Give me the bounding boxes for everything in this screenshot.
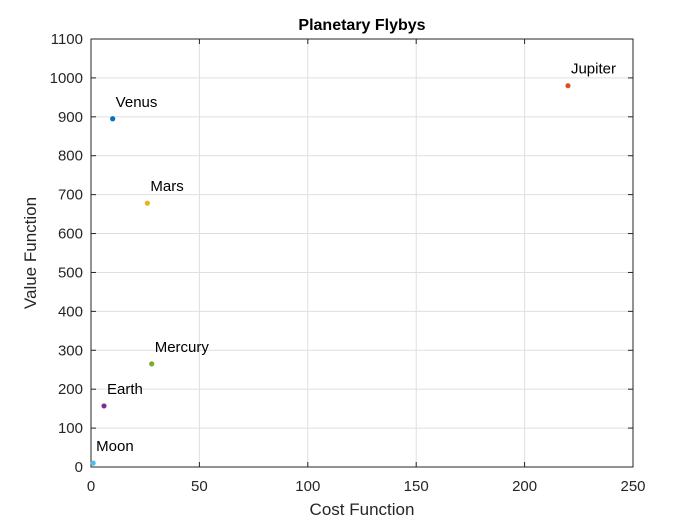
y-tick-label: 500 — [58, 264, 83, 281]
y-tick-label: 200 — [58, 381, 83, 398]
y-tick-label: 900 — [58, 109, 83, 126]
data-point — [565, 83, 571, 89]
x-tick-label: 200 — [512, 478, 537, 495]
axis-ticks: 0 50 100 150 200 250 0 100 200 300 400 500 600 700 800… — [50, 31, 646, 495]
data-point — [144, 200, 150, 206]
data-point — [110, 116, 116, 122]
y-axis-title: Value Function — [21, 197, 40, 309]
data-point — [90, 460, 96, 466]
point-label: Jupiter — [571, 61, 616, 78]
y-tick-label: 700 — [58, 187, 83, 204]
point-label: Moon — [96, 438, 134, 455]
point-label: Mars — [150, 178, 183, 195]
chart-title: Planetary Flybys — [298, 17, 425, 34]
point-label: Venus — [116, 94, 158, 111]
x-tick-label: 100 — [295, 478, 320, 495]
x-tick-label: 250 — [620, 478, 645, 495]
y-tick-label: 600 — [58, 226, 83, 243]
y-tick-label: 1100 — [51, 31, 83, 48]
y-tick-label: 400 — [58, 303, 83, 320]
y-tick-label: 100 — [58, 420, 83, 437]
y-tick-label: 0 — [75, 459, 83, 476]
y-tick-label: 1000 — [50, 70, 83, 87]
point-label: Earth — [107, 381, 143, 398]
x-tick-label: 150 — [404, 478, 429, 495]
point-label: Mercury — [155, 339, 210, 356]
plot-area — [90, 38, 634, 468]
x-axis-title: Cost Function — [310, 500, 415, 519]
y-tick-label: 300 — [58, 342, 83, 359]
grid — [91, 39, 633, 467]
x-tick-label: 50 — [191, 478, 208, 495]
y-tick-label: 800 — [58, 148, 83, 165]
x-tick-label: 0 — [87, 478, 95, 495]
data-point — [149, 361, 155, 367]
data-points: Venus Jupiter Mars Earth Mercury Moon — [90, 61, 616, 466]
data-point — [101, 403, 107, 409]
